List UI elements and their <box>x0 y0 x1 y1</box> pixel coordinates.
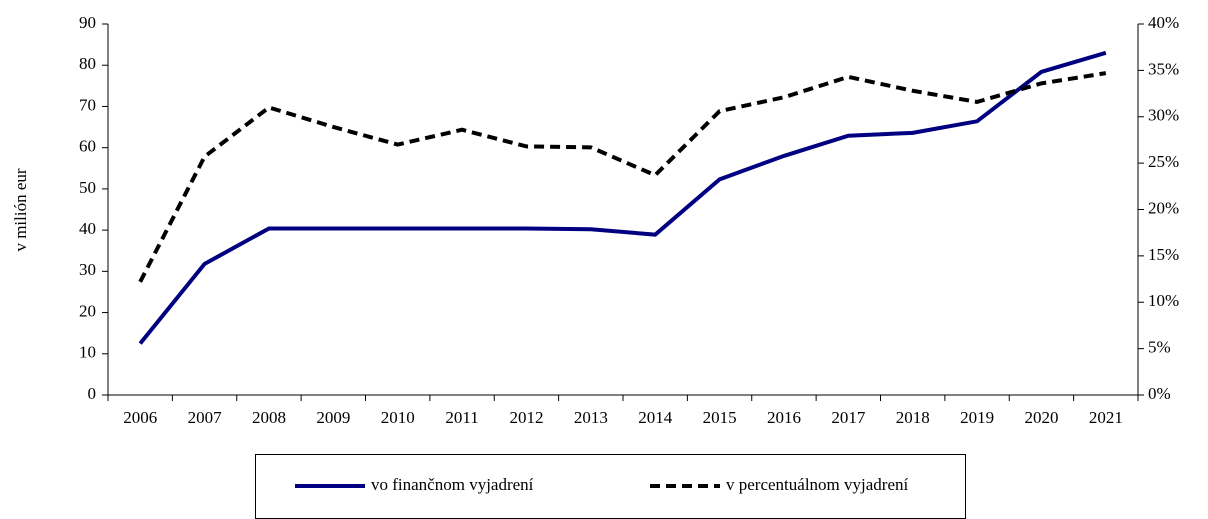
x-tick-label: 2011 <box>445 408 478 427</box>
y2-tick-label: 15% <box>1148 245 1179 264</box>
y2-tick-label: 0% <box>1148 384 1171 403</box>
y-tick-label: 30 <box>79 260 96 279</box>
x-tick-label: 2007 <box>188 408 223 427</box>
x-tick-label: 2019 <box>960 408 994 427</box>
x-tick-label: 2017 <box>831 408 866 427</box>
legend-label: v percentuálnom vyjadrení <box>726 475 908 494</box>
x-tick-label: 2018 <box>896 408 930 427</box>
x-tick-label: 2021 <box>1089 408 1123 427</box>
x-tick-label: 2015 <box>703 408 737 427</box>
y2-tick-label: 5% <box>1148 338 1171 357</box>
y2-tick-label: 25% <box>1148 152 1179 171</box>
y2-tick-label: 40% <box>1148 13 1179 32</box>
x-tick-label: 2009 <box>316 408 350 427</box>
x-tick-label: 2006 <box>123 408 157 427</box>
y-tick-label: 0 <box>88 384 97 403</box>
y-axis-label: v milión eur <box>11 168 30 251</box>
y2-tick-label: 35% <box>1148 59 1179 78</box>
x-tick-label: 2008 <box>252 408 286 427</box>
x-tick-label: 2020 <box>1024 408 1058 427</box>
y2-tick-label: 30% <box>1148 106 1179 125</box>
y2-tick-label: 10% <box>1148 291 1179 310</box>
x-tick-label: 2013 <box>574 408 608 427</box>
x-tick-label: 2012 <box>509 408 543 427</box>
y-tick-label: 80 <box>79 54 96 73</box>
y-tick-label: 90 <box>79 13 96 32</box>
series-line <box>138 71 1107 283</box>
y-tick-label: 50 <box>79 178 96 197</box>
y-tick-label: 40 <box>79 219 96 238</box>
y-tick-label: 20 <box>79 301 96 320</box>
y-tick-label: 10 <box>79 343 96 362</box>
x-tick-label: 2014 <box>638 408 673 427</box>
y2-tick-label: 20% <box>1148 198 1179 217</box>
series-line <box>138 50 1107 345</box>
y-tick-label: 70 <box>79 95 96 114</box>
x-tick-label: 2016 <box>767 408 801 427</box>
x-tick-label: 2010 <box>381 408 415 427</box>
legend-label: vo finančnom vyjadrení <box>371 475 534 494</box>
y-tick-label: 60 <box>79 137 96 156</box>
